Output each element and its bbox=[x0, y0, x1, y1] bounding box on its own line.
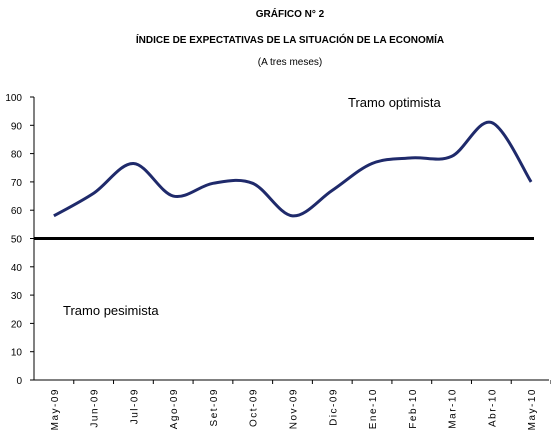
annotation: Tramo optimista bbox=[348, 95, 441, 110]
y-tick-label: 80 bbox=[11, 150, 23, 161]
y-tick-label: 90 bbox=[11, 121, 23, 132]
y-tick-label: 70 bbox=[11, 178, 23, 189]
x-tick-label: Dic-09 bbox=[328, 388, 339, 426]
y-tick-label: 20 bbox=[11, 319, 23, 330]
y-tick-label: 100 bbox=[5, 93, 22, 104]
y-tick-label: 40 bbox=[11, 263, 23, 274]
chart-subtitle: ÍNDICE DE EXPECTATIVAS DE LA SITUACIÓN D… bbox=[136, 33, 444, 46]
x-tick-label: May-09 bbox=[50, 388, 61, 430]
y-tick-label: 30 bbox=[11, 291, 23, 302]
x-tick-label: Oct-09 bbox=[249, 388, 260, 427]
x-tick-label: Jun-09 bbox=[90, 388, 101, 428]
y-tick-label: 50 bbox=[11, 235, 23, 246]
x-tick-label: Abr-10 bbox=[487, 388, 498, 427]
x-tick-label: Ene-10 bbox=[368, 388, 379, 429]
annotation: Tramo pesimista bbox=[63, 303, 159, 318]
y-tick-label: 10 bbox=[11, 348, 23, 359]
line bbox=[53, 120, 533, 218]
x-tick-label: May-10 bbox=[527, 388, 538, 430]
x-tick-label: Nov-09 bbox=[289, 388, 300, 429]
chart-title: GRÁFICO N° 2 bbox=[256, 7, 325, 20]
x-tick-label: Feb-10 bbox=[408, 388, 419, 429]
x-tick-label: Ago-09 bbox=[169, 388, 180, 429]
y-tick-label: 0 bbox=[16, 376, 22, 387]
x-tick-label: Set-09 bbox=[209, 388, 220, 426]
x-tick-label: Mar-10 bbox=[448, 388, 459, 429]
y-tick-label: 60 bbox=[11, 206, 23, 217]
x-tick-label: Jul-09 bbox=[129, 388, 140, 424]
chart-note: (A tres meses) bbox=[258, 57, 322, 68]
